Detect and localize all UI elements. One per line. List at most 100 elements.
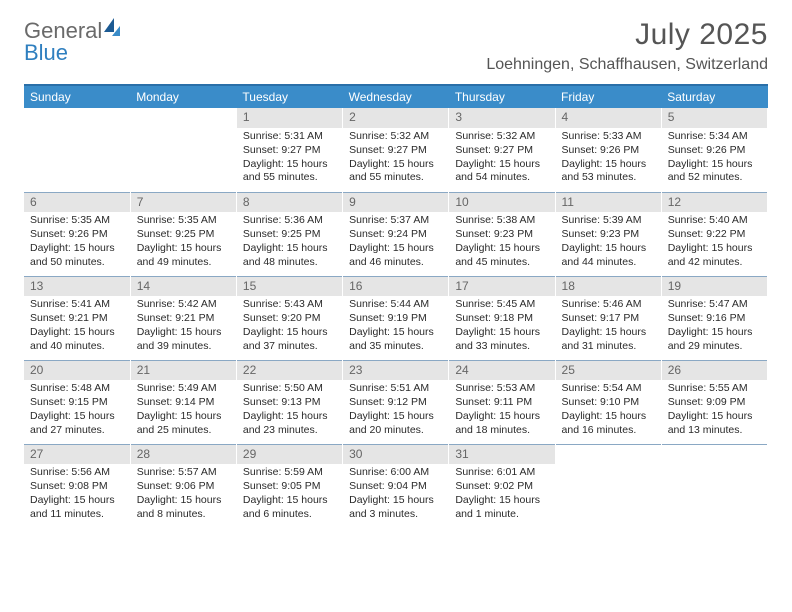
day-line-sr: Sunrise: 5:57 AM bbox=[137, 466, 230, 480]
day-line-d2: and 23 minutes. bbox=[243, 424, 336, 438]
day-line-d1: Daylight: 15 hours bbox=[137, 242, 230, 256]
day-line-d1: Daylight: 15 hours bbox=[562, 410, 655, 424]
calendar-cell: 14Sunrise: 5:42 AMSunset: 9:21 PMDayligh… bbox=[130, 276, 236, 360]
day-line-sr: Sunrise: 5:59 AM bbox=[243, 466, 336, 480]
calendar-cell: 16Sunrise: 5:44 AMSunset: 9:19 PMDayligh… bbox=[343, 276, 449, 360]
day-line-ss: Sunset: 9:04 PM bbox=[349, 480, 442, 494]
calendar-cell: 11Sunrise: 5:39 AMSunset: 9:23 PMDayligh… bbox=[555, 192, 661, 276]
day-line-ss: Sunset: 9:06 PM bbox=[137, 480, 230, 494]
day-content: Sunrise: 5:59 AMSunset: 9:05 PMDaylight:… bbox=[237, 464, 342, 525]
day-number: 19 bbox=[662, 277, 767, 297]
day-number: 21 bbox=[131, 361, 236, 381]
day-line-d2: and 18 minutes. bbox=[455, 424, 548, 438]
day-content: Sunrise: 5:57 AMSunset: 9:06 PMDaylight:… bbox=[131, 464, 236, 525]
day-line-ss: Sunset: 9:21 PM bbox=[137, 312, 230, 326]
day-line-sr: Sunrise: 5:42 AM bbox=[137, 298, 230, 312]
day-line-d1: Daylight: 15 hours bbox=[137, 326, 230, 340]
day-line-d2: and 13 minutes. bbox=[668, 424, 761, 438]
day-content: Sunrise: 5:38 AMSunset: 9:23 PMDaylight:… bbox=[449, 212, 554, 273]
day-line-ss: Sunset: 9:27 PM bbox=[349, 144, 442, 158]
day-header: Thursday bbox=[449, 85, 555, 108]
day-number: 8 bbox=[237, 193, 342, 213]
day-line-ss: Sunset: 9:10 PM bbox=[562, 396, 655, 410]
day-line-sr: Sunrise: 5:49 AM bbox=[137, 382, 230, 396]
day-line-d1: Daylight: 15 hours bbox=[243, 242, 336, 256]
day-line-sr: Sunrise: 5:40 AM bbox=[668, 214, 761, 228]
day-content: Sunrise: 5:40 AMSunset: 9:22 PMDaylight:… bbox=[662, 212, 767, 273]
day-header: Friday bbox=[555, 85, 661, 108]
calendar-week: 13Sunrise: 5:41 AMSunset: 9:21 PMDayligh… bbox=[24, 276, 768, 360]
day-line-d2: and 53 minutes. bbox=[562, 171, 655, 185]
day-content: Sunrise: 5:44 AMSunset: 9:19 PMDaylight:… bbox=[343, 296, 448, 357]
day-line-d2: and 1 minute. bbox=[455, 508, 548, 522]
calendar-cell: 22Sunrise: 5:50 AMSunset: 9:13 PMDayligh… bbox=[236, 360, 342, 444]
day-line-d2: and 55 minutes. bbox=[243, 171, 336, 185]
day-line-sr: Sunrise: 6:01 AM bbox=[455, 466, 548, 480]
day-line-sr: Sunrise: 5:47 AM bbox=[668, 298, 761, 312]
logo-text: General Blue bbox=[24, 20, 120, 64]
day-line-d1: Daylight: 15 hours bbox=[243, 326, 336, 340]
day-line-sr: Sunrise: 5:48 AM bbox=[30, 382, 124, 396]
day-line-d2: and 25 minutes. bbox=[137, 424, 230, 438]
day-line-d2: and 29 minutes. bbox=[668, 340, 761, 354]
day-line-sr: Sunrise: 5:51 AM bbox=[349, 382, 442, 396]
calendar-cell: 2Sunrise: 5:32 AMSunset: 9:27 PMDaylight… bbox=[343, 108, 449, 192]
day-content: Sunrise: 5:56 AMSunset: 9:08 PMDaylight:… bbox=[24, 464, 130, 525]
day-line-sr: Sunrise: 5:35 AM bbox=[137, 214, 230, 228]
day-number: 12 bbox=[662, 193, 767, 213]
day-number: 9 bbox=[343, 193, 448, 213]
day-content: Sunrise: 5:51 AMSunset: 9:12 PMDaylight:… bbox=[343, 380, 448, 441]
day-content: Sunrise: 5:45 AMSunset: 9:18 PMDaylight:… bbox=[449, 296, 554, 357]
day-line-d2: and 44 minutes. bbox=[562, 256, 655, 270]
day-line-d1: Daylight: 15 hours bbox=[668, 242, 761, 256]
day-line-ss: Sunset: 9:27 PM bbox=[455, 144, 548, 158]
calendar-cell: 23Sunrise: 5:51 AMSunset: 9:12 PMDayligh… bbox=[343, 360, 449, 444]
day-line-ss: Sunset: 9:05 PM bbox=[243, 480, 336, 494]
day-line-sr: Sunrise: 5:39 AM bbox=[562, 214, 655, 228]
day-line-d1: Daylight: 15 hours bbox=[30, 326, 124, 340]
calendar-cell: 28Sunrise: 5:57 AMSunset: 9:06 PMDayligh… bbox=[130, 444, 236, 528]
day-header: Saturday bbox=[661, 85, 767, 108]
day-line-d1: Daylight: 15 hours bbox=[137, 410, 230, 424]
calendar-cell: 25Sunrise: 5:54 AMSunset: 9:10 PMDayligh… bbox=[555, 360, 661, 444]
day-content: Sunrise: 5:54 AMSunset: 9:10 PMDaylight:… bbox=[556, 380, 661, 441]
day-line-sr: Sunrise: 5:55 AM bbox=[668, 382, 761, 396]
day-content: Sunrise: 5:34 AMSunset: 9:26 PMDaylight:… bbox=[662, 128, 767, 189]
day-line-d1: Daylight: 15 hours bbox=[30, 494, 124, 508]
calendar-cell: 18Sunrise: 5:46 AMSunset: 9:17 PMDayligh… bbox=[555, 276, 661, 360]
day-line-sr: Sunrise: 5:32 AM bbox=[455, 130, 548, 144]
day-line-sr: Sunrise: 5:50 AM bbox=[243, 382, 336, 396]
day-line-d1: Daylight: 15 hours bbox=[349, 494, 442, 508]
day-line-d1: Daylight: 15 hours bbox=[668, 326, 761, 340]
day-number: 22 bbox=[237, 361, 342, 381]
calendar-cell: .. bbox=[130, 108, 236, 192]
day-line-d1: Daylight: 15 hours bbox=[243, 494, 336, 508]
calendar-cell: 21Sunrise: 5:49 AMSunset: 9:14 PMDayligh… bbox=[130, 360, 236, 444]
day-line-d1: Daylight: 15 hours bbox=[349, 158, 442, 172]
day-content: Sunrise: 5:35 AMSunset: 9:26 PMDaylight:… bbox=[24, 212, 130, 273]
day-content: Sunrise: 6:00 AMSunset: 9:04 PMDaylight:… bbox=[343, 464, 448, 525]
day-line-sr: Sunrise: 5:35 AM bbox=[30, 214, 124, 228]
day-line-d2: and 16 minutes. bbox=[562, 424, 655, 438]
calendar-cell: 15Sunrise: 5:43 AMSunset: 9:20 PMDayligh… bbox=[236, 276, 342, 360]
calendar-cell: 10Sunrise: 5:38 AMSunset: 9:23 PMDayligh… bbox=[449, 192, 555, 276]
day-line-ss: Sunset: 9:24 PM bbox=[349, 228, 442, 242]
day-number: 30 bbox=[343, 445, 448, 465]
day-content: Sunrise: 5:39 AMSunset: 9:23 PMDaylight:… bbox=[556, 212, 661, 273]
day-content: Sunrise: 5:37 AMSunset: 9:24 PMDaylight:… bbox=[343, 212, 448, 273]
day-line-sr: Sunrise: 5:56 AM bbox=[30, 466, 124, 480]
day-content: Sunrise: 5:46 AMSunset: 9:17 PMDaylight:… bbox=[556, 296, 661, 357]
calendar-cell: 3Sunrise: 5:32 AMSunset: 9:27 PMDaylight… bbox=[449, 108, 555, 192]
title-block: July 2025 Loehningen, Schaffhausen, Swit… bbox=[486, 18, 768, 74]
day-content: Sunrise: 5:36 AMSunset: 9:25 PMDaylight:… bbox=[237, 212, 342, 273]
day-line-ss: Sunset: 9:19 PM bbox=[349, 312, 442, 326]
calendar-week: 6Sunrise: 5:35 AMSunset: 9:26 PMDaylight… bbox=[24, 192, 768, 276]
day-number: 11 bbox=[556, 193, 661, 213]
day-number: 13 bbox=[24, 277, 130, 297]
day-number: 15 bbox=[237, 277, 342, 297]
day-line-d1: Daylight: 15 hours bbox=[455, 326, 548, 340]
day-line-ss: Sunset: 9:25 PM bbox=[137, 228, 230, 242]
day-line-sr: Sunrise: 5:38 AM bbox=[455, 214, 548, 228]
day-line-d2: and 48 minutes. bbox=[243, 256, 336, 270]
day-line-ss: Sunset: 9:11 PM bbox=[455, 396, 548, 410]
